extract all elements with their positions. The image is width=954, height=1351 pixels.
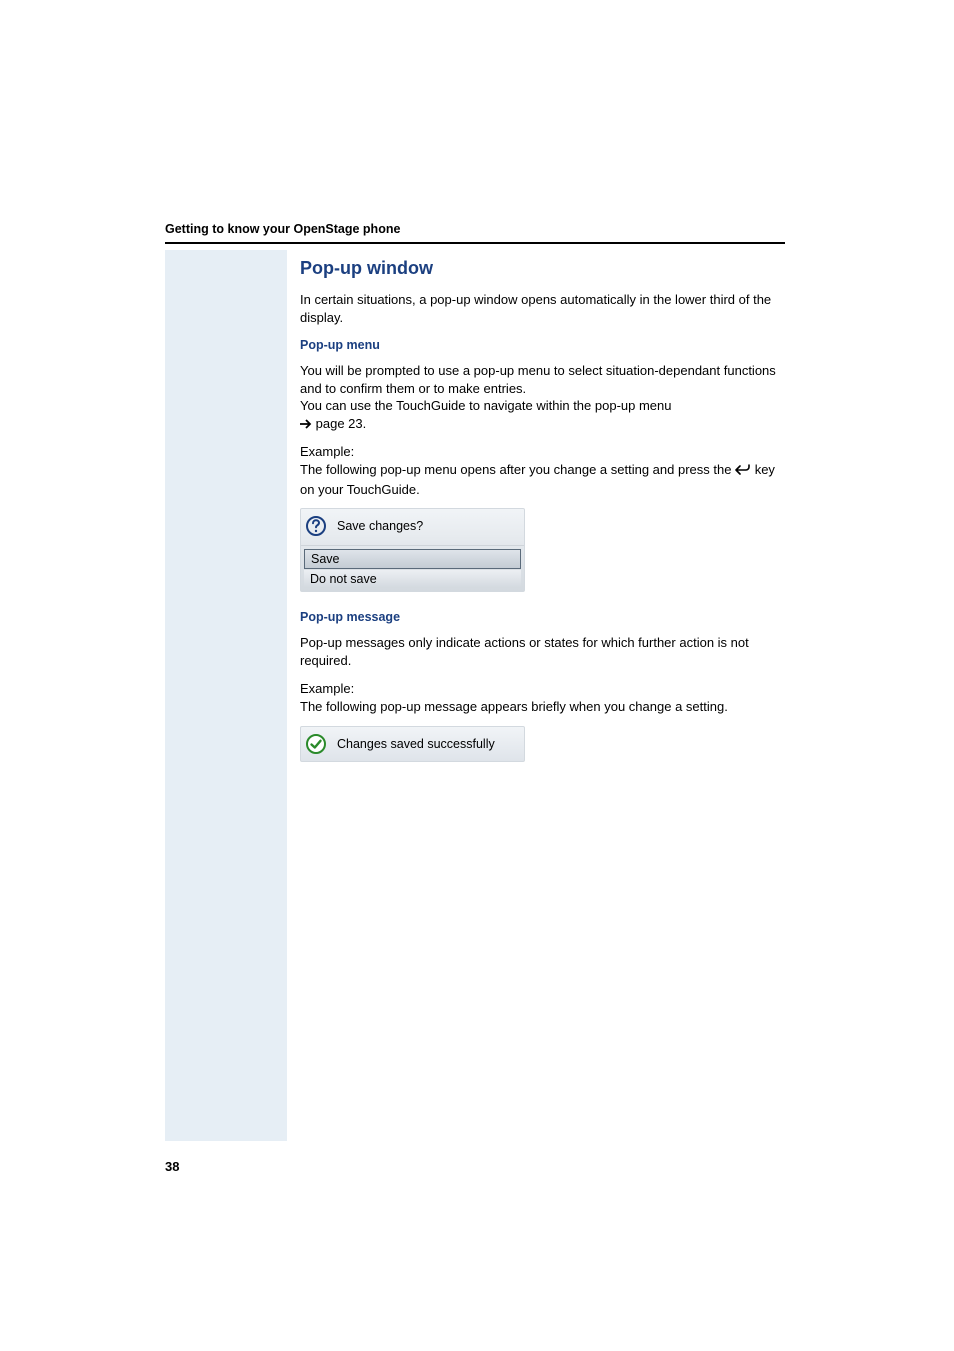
popup-menu-paragraph: You will be prompted to use a pop-up men… [300, 362, 780, 432]
running-head: Getting to know your OpenStage phone [165, 222, 785, 242]
page-content: Getting to know your OpenStage phone Pop… [165, 222, 785, 762]
head-rule [165, 242, 785, 244]
menu-example-text-a: The following pop-up menu opens after yo… [300, 462, 735, 477]
popup-menu-title-row: Save changes? [301, 509, 524, 546]
popup-menu-option-save: Save [304, 549, 521, 569]
content-column: Pop-up window In certain situations, a p… [300, 258, 780, 762]
popup-menu-options: Save Do not save [301, 546, 524, 591]
popup-message-example: Changes saved successfully [300, 726, 525, 762]
heading-popup-menu: Pop-up menu [300, 338, 780, 352]
popup-menu-example: Save changes? Save Do not save [300, 508, 525, 592]
heading-popup-window: Pop-up window [300, 258, 780, 279]
page-ref-text: page 23. [316, 416, 367, 431]
menu-example-label: Example: [300, 444, 780, 459]
popup-menu-para-line2: You can use the TouchGuide to navigate w… [300, 398, 672, 413]
page-number: 38 [165, 1159, 179, 1174]
page-ref: page 23. [300, 416, 366, 431]
message-example-text: The following pop-up message appears bri… [300, 698, 780, 716]
intro-paragraph: In certain situations, a pop-up window o… [300, 291, 780, 326]
popup-message-paragraph: Pop-up messages only indicate actions or… [300, 634, 780, 669]
popup-menu-para-line1: You will be prompted to use a pop-up men… [300, 363, 776, 396]
checkmark-icon [305, 733, 327, 755]
message-example-label: Example: [300, 681, 780, 696]
popup-message-text: Changes saved successfully [337, 737, 495, 751]
popup-menu-option-donotsave: Do not save [304, 570, 521, 588]
heading-popup-message: Pop-up message [300, 610, 780, 624]
menu-example-text: The following pop-up menu opens after yo… [300, 461, 780, 498]
popup-menu-title: Save changes? [337, 519, 423, 533]
question-icon [305, 515, 327, 537]
arrow-right-icon [300, 419, 312, 429]
back-key-icon [735, 463, 751, 481]
